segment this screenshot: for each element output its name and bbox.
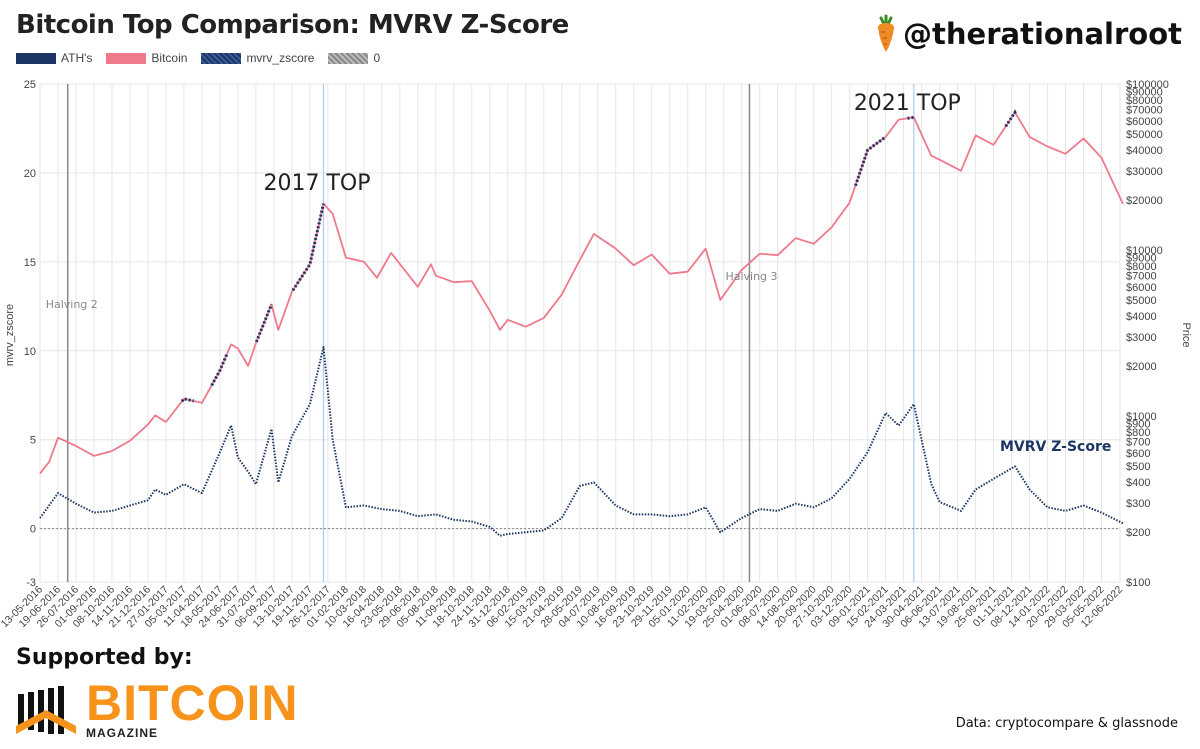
y-right-tick-label: $200 bbox=[1126, 527, 1150, 539]
bitcoin-magazine-logo: BITCOIN MAGAZINE bbox=[16, 675, 316, 740]
legend-label-bitcoin: Bitcoin bbox=[151, 51, 188, 65]
y-left-tick-label: 0 bbox=[30, 524, 36, 536]
legend-item-bitcoin[interactable]: Bitcoin bbox=[106, 51, 187, 65]
y-right-axis-label: Price bbox=[1180, 322, 1192, 347]
y-right-tick-label: $700 bbox=[1126, 437, 1150, 449]
y-right-tick-label: $9000 bbox=[1126, 253, 1157, 265]
legend-swatch-zero bbox=[328, 52, 369, 64]
y-right-tick-label: $4000 bbox=[1126, 311, 1157, 323]
data-source: Data: cryptocompare & glassnode bbox=[955, 716, 1178, 731]
y-right-tick-label: $300 bbox=[1126, 498, 1150, 510]
page-title: Bitcoin Top Comparison: MVRV Z-Score bbox=[16, 10, 569, 40]
y-right-tick-label: $600 bbox=[1126, 448, 1150, 460]
y-right-tick-label: $8000 bbox=[1126, 261, 1157, 273]
chart-annotations: 2017 TOP 2021 TOP Halving 2 Halving 3 MVRV Z… bbox=[46, 91, 1112, 455]
y-right-tick-label: $60000 bbox=[1126, 116, 1163, 128]
y-right-tick-label: $30000 bbox=[1126, 166, 1163, 178]
legend-label-mvrv: mvrv_zscore bbox=[246, 51, 315, 65]
author-handle: @therationalroot bbox=[875, 14, 1182, 54]
y-right-tick-label: $1000 bbox=[1126, 411, 1157, 423]
y-right-tick-label: $7000 bbox=[1126, 271, 1157, 283]
legend-swatch-bitcoin bbox=[106, 52, 147, 64]
logo-sub: MAGAZINE bbox=[86, 726, 158, 740]
chart-grid bbox=[39, 83, 1121, 583]
y-right-tick-label: $40000 bbox=[1126, 145, 1163, 157]
y-right-tick-label: $400 bbox=[1126, 477, 1150, 489]
y-right-tick-label: $900 bbox=[1126, 419, 1150, 431]
handle-text: @therationalroot bbox=[903, 17, 1182, 51]
y-right-tick-label: $3000 bbox=[1126, 332, 1157, 344]
carrot-icon bbox=[878, 14, 895, 52]
y-right-tick-label: $6000 bbox=[1126, 282, 1157, 294]
legend-swatch-mvrv bbox=[201, 52, 242, 64]
y-right-tick-label: $100000 bbox=[1126, 79, 1169, 91]
y-right-tick-label: $800 bbox=[1126, 427, 1150, 439]
supported-by-label: Supported by: bbox=[16, 645, 193, 670]
ath-segment bbox=[1004, 109, 1018, 128]
legend-item-aths[interactable]: ATH's bbox=[16, 51, 92, 65]
annotation-label: MVRV Z-Score bbox=[1000, 439, 1111, 455]
y-right-tick-label: $5000 bbox=[1126, 295, 1157, 307]
bitcoin-magazine-mark-icon bbox=[16, 686, 76, 734]
legend-item-mvrv[interactable]: mvrv_zscore bbox=[201, 51, 314, 65]
y-right-tick-label: $500 bbox=[1126, 461, 1150, 473]
ath-segment bbox=[907, 115, 915, 120]
y-right-tick-label: $50000 bbox=[1126, 129, 1163, 141]
y-left-tick-label: 20 bbox=[24, 168, 36, 180]
y-left-axis-label: mvrv_zscore bbox=[4, 304, 16, 366]
ath-segment bbox=[291, 203, 325, 292]
x-axis-ticks: 13-05-201619-06-201626-07-201601-09-2016… bbox=[0, 584, 1125, 631]
chart-series bbox=[39, 109, 1124, 537]
annotation-label: Halving 3 bbox=[725, 270, 777, 283]
mvrv-zscore-line bbox=[39, 346, 1124, 537]
ath-segment bbox=[854, 135, 887, 187]
y-right-tick-label: $80000 bbox=[1126, 95, 1163, 107]
y-left-tick-label: 25 bbox=[24, 79, 36, 91]
mvrv-chart: 13-05-201619-06-201626-07-201601-09-2016… bbox=[0, 79, 1192, 631]
y-right-axis-ticks: $100000$90000$80000$70000$60000$50000 $40… bbox=[1126, 79, 1169, 589]
annotation-label: 2017 TOP bbox=[263, 171, 370, 196]
chart-legend: ATH's Bitcoin mvrv_zscore 0 bbox=[16, 51, 380, 65]
ath-segment bbox=[210, 354, 229, 387]
y-right-tick-label: $2000 bbox=[1126, 361, 1157, 373]
annotation-label: 2021 TOP bbox=[854, 91, 961, 116]
y-left-tick-label: 15 bbox=[24, 257, 36, 269]
ath-segment bbox=[180, 397, 195, 403]
annotation-label: Halving 2 bbox=[46, 298, 98, 311]
y-left-axis-ticks: 25 20 15 10 5 0 -3 bbox=[24, 79, 36, 589]
y-right-tick-label: $20000 bbox=[1126, 195, 1163, 207]
bitcoin-price-line bbox=[39, 111, 1124, 475]
ath-segment bbox=[255, 303, 273, 343]
legend-swatch-aths bbox=[16, 52, 56, 64]
legend-label-aths: ATH's bbox=[61, 51, 93, 65]
legend-label-zero: 0 bbox=[373, 51, 381, 65]
y-right-tick-label: $100 bbox=[1126, 577, 1150, 589]
legend-item-zero[interactable]: 0 bbox=[328, 51, 380, 65]
y-right-tick-label: $10000 bbox=[1126, 245, 1163, 257]
y-right-tick-label: $90000 bbox=[1126, 87, 1163, 99]
y-left-tick-label: 10 bbox=[24, 346, 36, 358]
y-left-tick-label: -3 bbox=[26, 577, 36, 589]
y-right-tick-label: $70000 bbox=[1126, 105, 1163, 117]
logo-word: BITCOIN bbox=[86, 675, 299, 731]
y-left-tick-label: 5 bbox=[30, 435, 36, 447]
